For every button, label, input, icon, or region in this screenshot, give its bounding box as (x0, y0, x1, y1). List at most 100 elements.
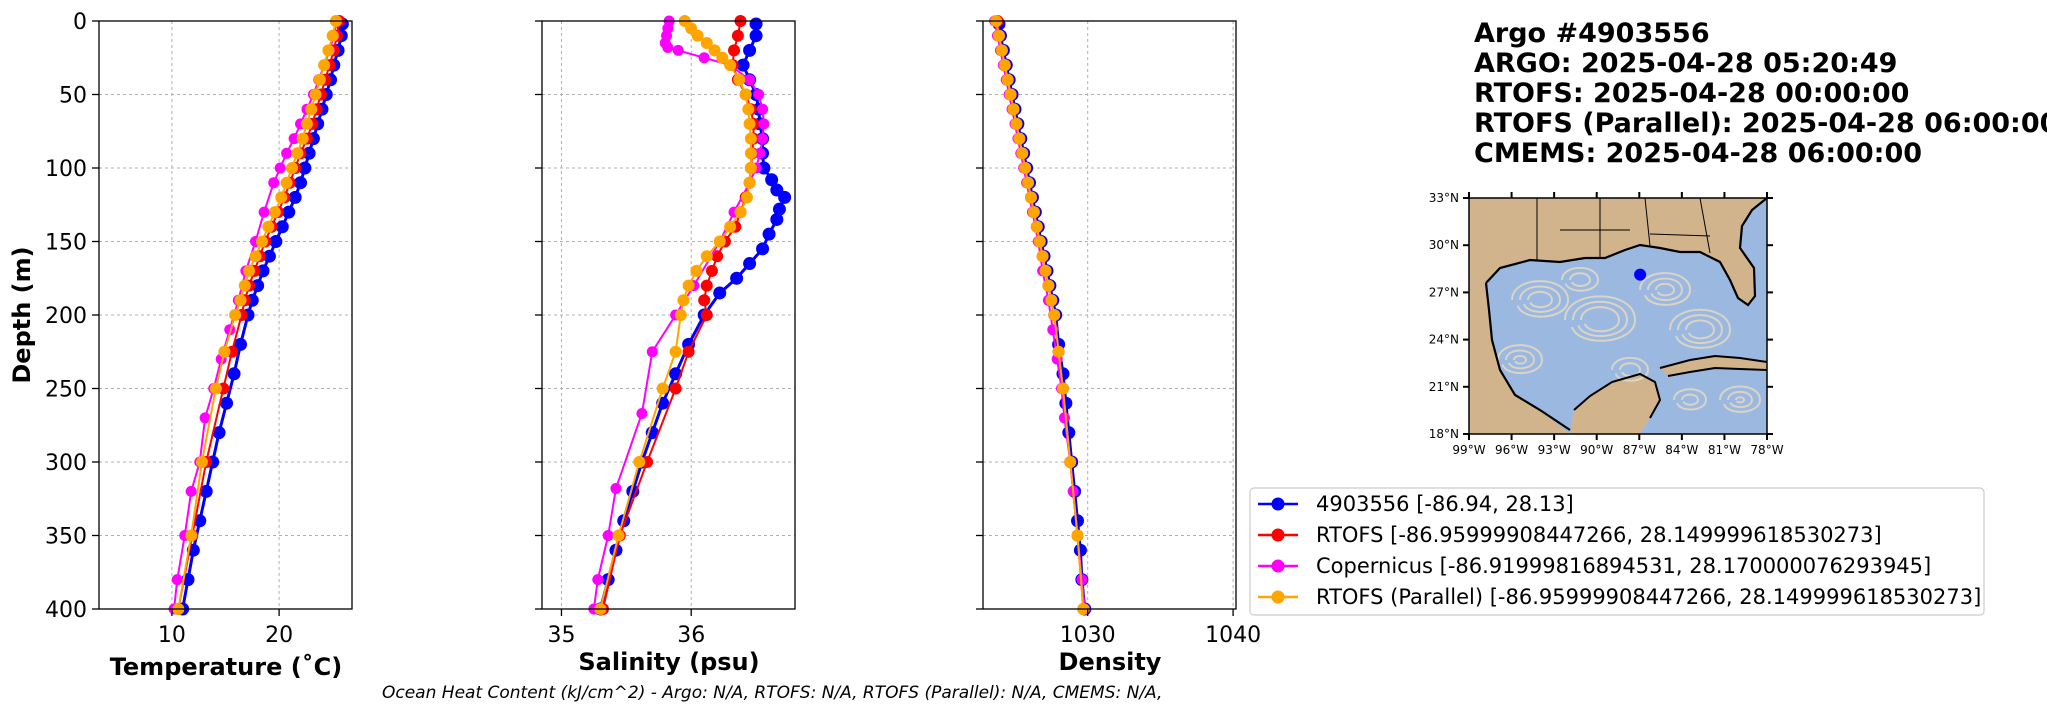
salinity-copernicus-point (592, 574, 604, 586)
salinity-argo-point (749, 17, 763, 31)
map-streamlines (1497, 267, 1762, 413)
salinity-argo-point (743, 43, 757, 57)
map-lon-label: 84°W (1665, 443, 1698, 457)
temperature-argo-point (294, 176, 308, 190)
salinity-rtofs_parallel-point (716, 51, 729, 64)
salinity-rtofs-point (705, 264, 718, 277)
salinity-copernicus-point (610, 482, 622, 494)
temperature-argo-point (302, 146, 316, 160)
temperature-rtofs_parallel-point (234, 294, 247, 307)
legend-label: Copernicus [-86.91999816894531, 28.17000… (1316, 554, 1931, 578)
temperature-rtofs_parallel-point (326, 29, 339, 42)
map-borders (1536, 198, 1711, 261)
salinity-series (588, 15, 792, 616)
temperature-xlabel: Temperature (˚C) (110, 653, 343, 681)
temperature-rtofs_parallel-point (309, 88, 322, 101)
density-rtofs_parallel-point (995, 44, 1008, 57)
temperature-rtofs_parallel-point (238, 279, 251, 292)
density-rtofs_parallel-point (1024, 191, 1037, 204)
density-xtick-label: 1030 (1060, 623, 1116, 648)
temperature-rtofs_parallel-point (262, 220, 275, 233)
salinity-argo-point (757, 161, 771, 175)
temperature-copernicus-point (281, 147, 293, 159)
temperature-ytick-label: 150 (45, 231, 87, 256)
density-rtofs_parallel-point (1052, 345, 1065, 358)
density-rtofs_parallel-point (1030, 220, 1043, 233)
salinity-xtick-label: 36 (677, 623, 705, 648)
salinity-argo-point (730, 271, 744, 285)
map-streamline (1611, 357, 1650, 382)
temperature-rtofs_parallel-point (229, 309, 242, 321)
salinity-rtofs_parallel-point (739, 88, 752, 101)
temperature-ytick-label: 0 (73, 10, 87, 35)
temperature-ytick-label: 350 (45, 525, 87, 550)
temperature-rtofs_parallel-point (291, 147, 304, 160)
salinity-xtick-label: 35 (547, 623, 575, 648)
ocean-heat-content-note: Ocean Heat Content (kJ/cm^2) - Argo: N/A… (382, 683, 1162, 703)
temperature-copernicus-point (185, 485, 197, 497)
temperature-rtofs_parallel-point (209, 382, 222, 395)
map-streamline (1639, 272, 1692, 306)
legend-label: RTOFS [-86.95999908447266, 28.1499996185… (1316, 523, 1882, 547)
legend-item: RTOFS [-86.95999908447266, 28.1499996185… (1258, 523, 1882, 547)
salinity-rtofs_parallel-point (677, 294, 690, 307)
salinity-rtofs_parallel-point (740, 191, 753, 204)
map-streamline (1505, 349, 1536, 370)
map-streamline (1572, 300, 1629, 338)
salinity-rtofs-point (728, 44, 741, 57)
density-grid (983, 20, 1236, 610)
legend-item: 4903556 [-86.94, 28.13] (1258, 492, 1574, 516)
temperature-argo-point (234, 337, 248, 351)
density-xtick-label: 1040 (1205, 623, 1261, 648)
map-streamline (1669, 308, 1732, 349)
temperature-argo-point (288, 190, 302, 204)
legend-box (1249, 487, 1985, 616)
temperature-copernicus-point (258, 206, 270, 218)
density-xlabel: Density (1059, 648, 1162, 676)
temperature-argo-point (275, 220, 289, 234)
salinity-rtofs_parallel-point (612, 529, 625, 542)
density-rtofs_parallel-point (992, 29, 1005, 42)
salinity-rtofs_parallel-point (633, 456, 646, 468)
location-map: 99°W 96°W 93°W 90°W 87°W 84°W 81°W 78°W 33°N 30°N… (1429, 191, 1784, 457)
temperature-rtofs_parallel-point (313, 73, 326, 86)
map-streamline (1569, 272, 1592, 287)
salinity-argo-point (713, 286, 727, 300)
salinity-argo-point (736, 58, 750, 72)
density-rtofs_parallel-point (1056, 382, 1069, 395)
density-rtofs_parallel-point (1071, 529, 1084, 542)
map-streamline (1513, 354, 1528, 365)
temperature-rtofs_parallel-point (285, 162, 298, 174)
temperature-rtofs_parallel-point (322, 44, 335, 57)
salinity-copernicus-point (757, 103, 769, 115)
argo-float-marker (1634, 268, 1647, 281)
title-line-argo-time: ARGO: 2025-04-28 05:20:49 (1474, 48, 1897, 79)
map-lat-label: 24°N (1429, 333, 1459, 347)
salinity-copernicus-point (753, 89, 765, 100)
title-line-rtofs-time: RTOFS: 2025-04-28 00:00:00 (1474, 78, 1909, 109)
salinity-copernicus-point (698, 52, 710, 64)
temperature-argo-point (282, 205, 296, 219)
map-streamline (1564, 295, 1637, 342)
density-rtofs_parallel-point (1039, 264, 1052, 277)
density-rtofs_parallel-point (1004, 88, 1017, 101)
salinity-rtofs_parallel-point (656, 382, 669, 395)
map-coastline-west (1484, 282, 1571, 431)
map-streamline (1561, 267, 1600, 292)
map-streamline (1497, 344, 1544, 375)
density-ticks: 1030 1040 (976, 20, 1261, 648)
title-line-cmems-time: CMEMS: 2025-04-28 06:00:00 (1474, 138, 1922, 169)
temperature-rtofs_parallel-point (296, 132, 309, 145)
density-rtofs_parallel-point (1013, 132, 1026, 145)
salinity-rtofs-point (698, 294, 711, 307)
legend-item: Copernicus [-86.91999816894531, 28.17000… (1258, 554, 1931, 578)
title-line-rtofs-parallel-time: RTOFS (Parallel): 2025-04-28 06:00:00 (1474, 108, 2047, 139)
salinity-argo-point (743, 257, 757, 271)
temperature-ytick-label: 300 (45, 451, 87, 476)
salinity-rtofs_parallel-point (743, 176, 756, 189)
salinity-copernicus-point (754, 147, 766, 159)
temperature-ytick-label: 400 (45, 598, 87, 623)
temperature-copernicus-point (268, 177, 280, 189)
temperature-xtick-label: 10 (158, 623, 186, 648)
